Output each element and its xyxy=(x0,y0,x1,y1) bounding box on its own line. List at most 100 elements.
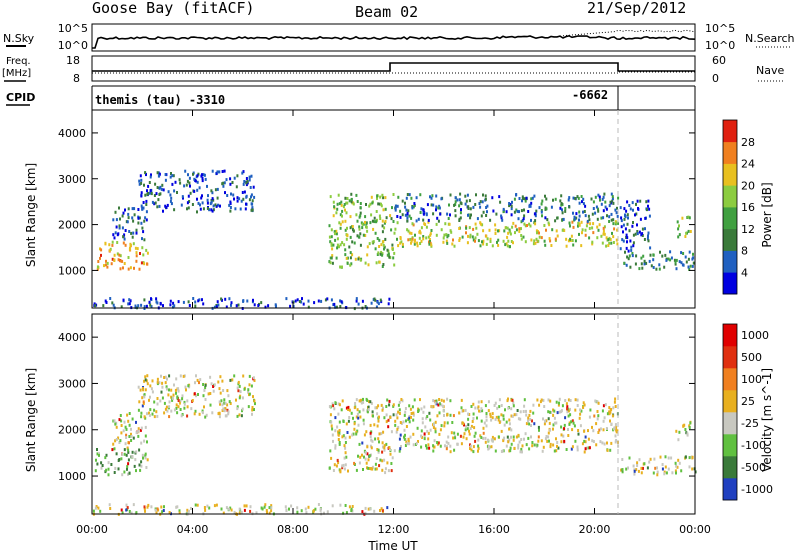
data-cell xyxy=(381,408,384,412)
data-cell xyxy=(169,199,172,203)
data-cell xyxy=(233,176,236,180)
data-cell xyxy=(548,421,551,425)
data-cell xyxy=(597,228,600,232)
data-cell xyxy=(320,299,323,303)
data-cell xyxy=(326,510,329,514)
data-cell xyxy=(160,374,162,378)
data-cell xyxy=(465,231,467,235)
data-cell xyxy=(614,397,617,401)
data-cell xyxy=(263,505,266,509)
data-cell xyxy=(403,428,406,432)
data-cell xyxy=(175,505,178,509)
data-cell xyxy=(534,241,537,245)
data-cell xyxy=(445,233,448,237)
data-cell xyxy=(118,458,121,461)
data-cell xyxy=(168,388,170,392)
data-cell xyxy=(364,220,366,224)
data-cell xyxy=(130,439,133,442)
data-cell xyxy=(249,509,252,513)
data-cell xyxy=(568,205,571,209)
data-cell xyxy=(341,209,344,213)
data-cell xyxy=(392,256,395,260)
data-cell xyxy=(505,226,508,230)
data-cell xyxy=(358,461,361,465)
data-cell xyxy=(359,243,362,247)
data-cell xyxy=(149,408,152,412)
data-cell xyxy=(677,458,680,462)
data-cell xyxy=(294,299,297,303)
data-cell xyxy=(546,218,549,222)
data-cell xyxy=(433,439,436,443)
data-cell xyxy=(366,399,369,402)
data-cell xyxy=(519,410,522,414)
data-cell xyxy=(659,250,661,254)
data-cell xyxy=(332,214,335,218)
data-cell xyxy=(146,374,149,378)
data-cell xyxy=(494,228,497,232)
data-cell xyxy=(241,191,244,194)
data-cell xyxy=(422,235,425,238)
data-cell xyxy=(94,469,97,473)
data-cell xyxy=(158,172,161,176)
data-cell xyxy=(337,461,340,465)
data-cell xyxy=(379,298,382,302)
data-cell xyxy=(629,239,632,243)
data-cell xyxy=(142,206,145,210)
data-cell xyxy=(126,413,129,417)
data-cell xyxy=(470,213,472,217)
data-cell xyxy=(121,452,124,456)
data-cell xyxy=(472,417,475,420)
data-cell xyxy=(587,446,590,450)
data-cell xyxy=(146,251,149,255)
data-cell xyxy=(413,202,416,205)
data-cell xyxy=(432,405,435,409)
data-cell xyxy=(221,379,224,383)
nsky-trace xyxy=(92,34,696,49)
data-cell xyxy=(469,207,472,211)
data-cell xyxy=(419,231,422,235)
data-cell xyxy=(376,194,379,198)
data-cell xyxy=(507,231,510,235)
data-cell xyxy=(421,417,424,421)
data-cell xyxy=(374,437,377,441)
x-tick-label: 20:00 xyxy=(579,523,611,536)
data-cell xyxy=(551,228,554,232)
data-cell xyxy=(181,394,184,398)
data-cell xyxy=(547,221,550,225)
data-cell xyxy=(113,253,116,257)
data-cell xyxy=(631,201,634,205)
data-cell xyxy=(191,203,194,206)
data-cell xyxy=(617,444,620,448)
data-cell xyxy=(337,430,340,434)
nsearch-trace xyxy=(562,29,696,37)
data-cell xyxy=(477,405,480,409)
data-cell xyxy=(156,301,159,305)
data-cell xyxy=(604,200,607,204)
data-cell xyxy=(512,241,514,245)
data-cell xyxy=(129,242,132,246)
data-cell xyxy=(361,441,364,445)
data-cell xyxy=(427,220,430,224)
data-cell xyxy=(98,453,100,457)
data-cell xyxy=(138,182,141,186)
data-cell xyxy=(383,226,386,230)
data-cell xyxy=(329,240,332,244)
data-cell xyxy=(602,195,605,199)
data-cell xyxy=(658,267,661,271)
data-cell xyxy=(423,432,426,436)
data-cell xyxy=(196,174,199,178)
data-cell xyxy=(432,399,435,403)
data-cell xyxy=(446,421,449,425)
data-cell xyxy=(676,220,679,224)
data-cell xyxy=(472,402,475,406)
data-cell xyxy=(588,218,591,222)
data-cell xyxy=(554,219,557,223)
data-cell xyxy=(356,234,359,238)
data-cell xyxy=(330,228,333,232)
data-cell xyxy=(520,234,523,237)
data-cell xyxy=(454,209,457,213)
data-cell xyxy=(435,205,438,209)
data-cell xyxy=(337,402,340,406)
data-cell xyxy=(211,191,214,195)
